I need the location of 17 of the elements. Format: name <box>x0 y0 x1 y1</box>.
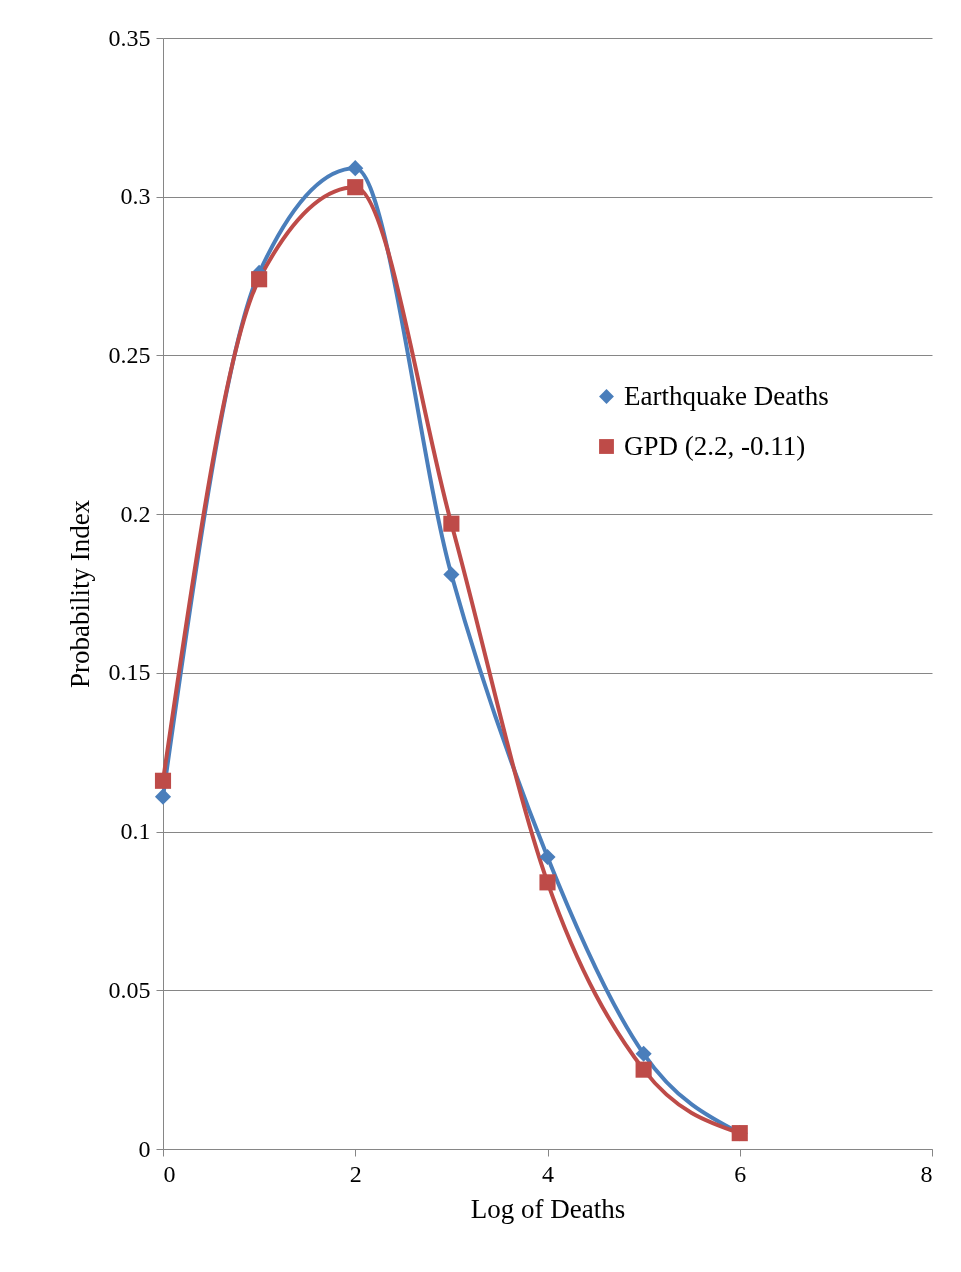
x-tick-label: 8 <box>920 1160 933 1187</box>
legend-label: GPD (2.2, -0.11) <box>624 430 806 461</box>
y-tick-label: 0.25 <box>108 341 151 368</box>
y-tick-label: 0.3 <box>120 183 151 210</box>
x-tick-label: 2 <box>349 1160 362 1187</box>
y-tick-label: 0.2 <box>120 500 151 527</box>
y-tick-label: 0.05 <box>108 976 151 1003</box>
x-tick-label: 0 <box>163 1160 176 1187</box>
x-tick-label: 4 <box>542 1160 554 1187</box>
y-tick-label: 0.15 <box>108 659 151 686</box>
x-tick-label: 6 <box>734 1160 747 1187</box>
y-axis-title: Probability Index <box>64 499 95 689</box>
legend-label: Earthquake Deaths <box>624 380 829 411</box>
x-axis-title: Log of Deaths <box>470 1193 626 1224</box>
y-tick-label: 0.35 <box>108 24 151 51</box>
y-tick-label: 0.1 <box>120 818 151 845</box>
y-tick-label: 0 <box>138 1135 151 1162</box>
